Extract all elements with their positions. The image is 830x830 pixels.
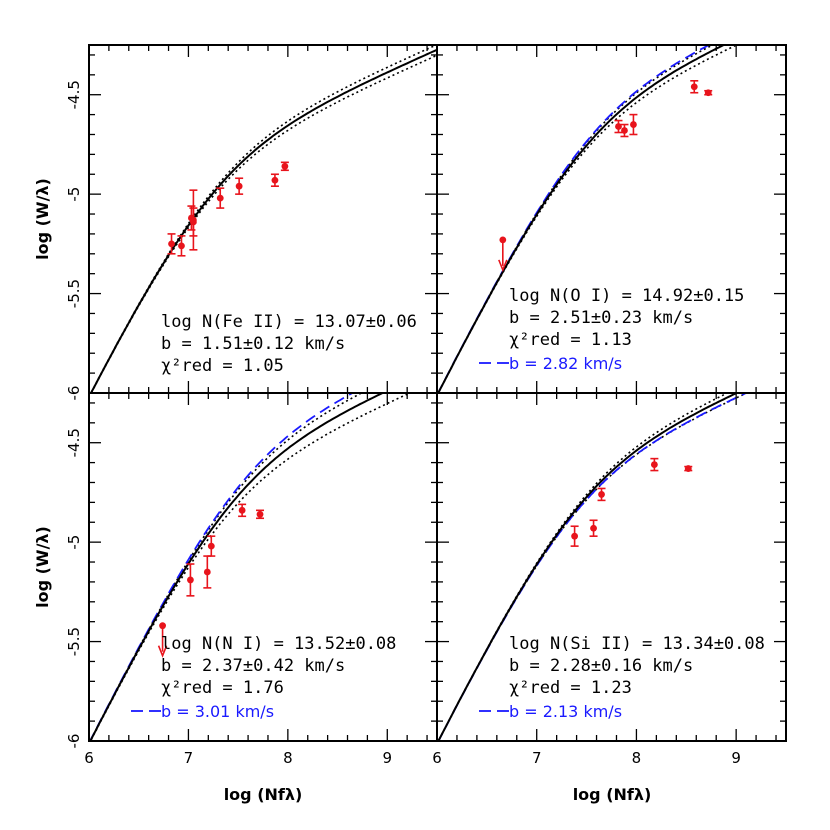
annotation-b-value: b = 2.28±0.16 km/s (509, 656, 693, 676)
model-curve-upper (437, 45, 715, 393)
annotation-b-value: b = 1.51±0.12 km/s (161, 334, 345, 354)
model-curve-lower (89, 393, 412, 741)
data-point (187, 576, 194, 584)
data-point (571, 532, 579, 540)
y-axis-label-top: log (W/λ) (33, 178, 52, 260)
x-tick-label: 8 (632, 749, 642, 767)
x-tick-label: 8 (283, 749, 293, 767)
x-tick-label: 6 (84, 749, 94, 767)
data-point (238, 506, 246, 514)
data-point (271, 176, 279, 184)
data-point (203, 568, 211, 576)
annotation-b-value: b = 2.51±0.23 km/s (509, 308, 693, 328)
panel-top-left: -6 -5.5 -5 -4.5 log N(Fe II) = 13.07±0.06b =… (65, 44, 438, 401)
data-point (630, 121, 637, 128)
model-curve-upper (89, 393, 364, 741)
annotation-chi2: χ²red = 1.13 (509, 330, 632, 350)
upper-limit-arrow-head (498, 259, 508, 273)
data-point (281, 162, 289, 170)
plot-area (89, 393, 412, 741)
x-tick-label: 6 (432, 749, 442, 767)
data-point (256, 510, 264, 518)
x-axis-label-right: log (Nfλ) (573, 785, 652, 804)
data-point (690, 83, 698, 91)
panel-frame (436, 392, 787, 742)
annotation-chi2: χ²red = 1.23 (509, 678, 632, 698)
upper-limit-arrow-head (157, 645, 168, 658)
data-point (235, 182, 243, 190)
y-tick-label: -5 (65, 535, 83, 550)
model-curve (437, 45, 727, 393)
data-point (650, 461, 658, 468)
x-tick-label: 7 (184, 749, 194, 767)
x-tick-label: 9 (383, 749, 393, 767)
y-axis-label-bottom: log (W/λ) (33, 526, 52, 608)
alt-legend-label: b = 2.82 km/s (509, 354, 622, 373)
y-tick-label: -6 (65, 386, 83, 401)
data-point (684, 465, 692, 472)
annotation-column-density: log N(Fe II) = 13.07±0.06 (161, 312, 417, 332)
y-tick-label: -6 (65, 734, 83, 749)
alt-legend-label: b = 3.01 km/s (161, 702, 274, 721)
model-curve (89, 48, 437, 393)
data-point (704, 89, 712, 97)
panel-bottom-right: 6 7 8 9 log N(Si II) = 13.34±0.08b = 2.28±0.… (432, 392, 787, 767)
data-point (590, 524, 597, 532)
data-point (621, 127, 628, 134)
data-point (178, 242, 185, 250)
plot-area (437, 45, 739, 393)
data-point (168, 240, 175, 248)
annotation-column-density: log N(Si II) = 13.34±0.08 (509, 634, 765, 654)
plot-area (437, 393, 749, 741)
panel-top-right: log N(O I) = 14.92±0.15b = 2.51±0.23 km/… (436, 44, 787, 394)
x-axis-label-left: log (Nfλ) (224, 785, 303, 804)
annotation-b-value: b = 2.37±0.42 km/s (161, 656, 345, 676)
annotation-column-density: log N(N I) = 13.52±0.08 (161, 634, 396, 654)
data-point (598, 491, 605, 498)
y-tick-label: -4.5 (65, 80, 83, 109)
alt-legend-label: b = 2.13 km/s (509, 702, 622, 721)
x-tick-label: 7 (532, 749, 542, 767)
data-point (216, 194, 224, 202)
data-point (207, 542, 215, 550)
y-tick-label: -4.5 (65, 428, 83, 457)
data-point (190, 216, 197, 224)
annotation-column-density: log N(O I) = 14.92±0.15 (509, 286, 744, 306)
y-tick-label: -5.5 (65, 279, 83, 308)
annotation-chi2: χ²red = 1.76 (161, 678, 284, 698)
model-curve (89, 393, 385, 741)
annotation-chi2: χ²red = 1.05 (161, 356, 284, 376)
x-tick-label: 9 (731, 749, 741, 767)
y-tick-label: -5.5 (65, 627, 83, 656)
y-tick-label: -5 (65, 187, 83, 202)
data-point (615, 123, 622, 130)
plot-area (89, 45, 437, 393)
model-curve (437, 393, 739, 741)
